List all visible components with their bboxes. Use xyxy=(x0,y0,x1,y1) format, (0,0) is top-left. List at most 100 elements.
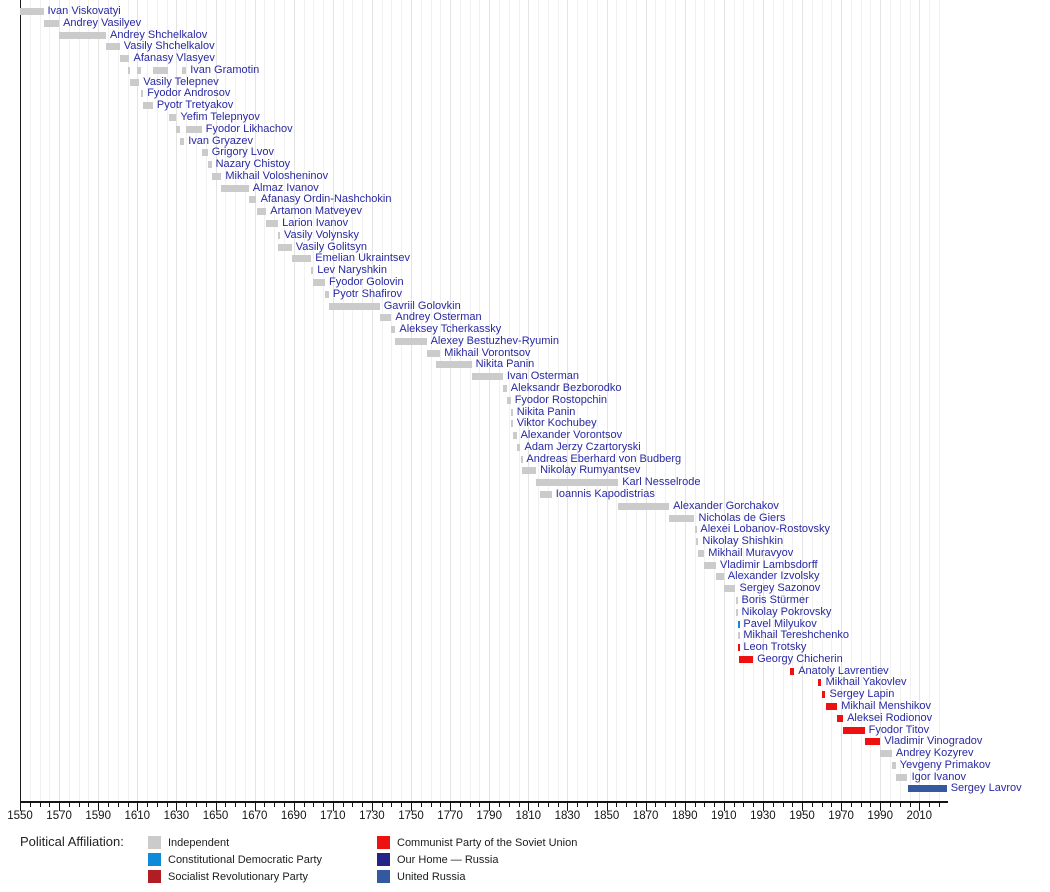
minister-label[interactable]: Fyodor Rostopchin xyxy=(514,394,608,406)
minister-label[interactable]: Andreas Eberhard von Budberg xyxy=(526,453,682,465)
minister-label[interactable]: Boris Stürmer xyxy=(741,594,809,606)
minister-label[interactable]: Leon Trotsky xyxy=(743,641,807,653)
term-bar xyxy=(698,550,705,557)
gridline xyxy=(762,0,764,801)
minister-label[interactable]: Andrey Shchelkalov xyxy=(110,29,208,41)
minister-label[interactable]: Aleksey Tcherkassky xyxy=(399,323,502,335)
axis-tick-label: 1910 xyxy=(711,810,737,822)
minister-label[interactable]: Sergey Sazonov xyxy=(739,582,821,594)
minister-label[interactable]: Lev Naryshkin xyxy=(317,264,387,276)
minister-label[interactable]: Mikhail Vorontsov xyxy=(444,347,531,359)
gridline xyxy=(430,0,432,801)
term-bar xyxy=(520,456,523,463)
minister-label[interactable]: Artamon Matveyev xyxy=(270,205,362,217)
term-bar xyxy=(256,208,267,215)
term-bar xyxy=(737,644,740,651)
minister-label[interactable]: Karl Nesselrode xyxy=(622,476,701,488)
minister-label[interactable]: Sergey Lavrov xyxy=(950,782,1022,794)
minister-label[interactable]: Nikolay Rumyantsev xyxy=(540,464,641,476)
minister-label[interactable]: Vasily Shchelkalov xyxy=(123,40,215,52)
minor-tick xyxy=(420,803,422,807)
minister-label[interactable]: Pavel Milyukov xyxy=(743,618,817,630)
gridline xyxy=(723,0,725,801)
minister-label[interactable]: Vladimir Lambsdorff xyxy=(720,559,818,571)
term-bar xyxy=(328,303,380,310)
minister-label[interactable]: Gavriil Golovkin xyxy=(383,300,461,312)
minister-label[interactable]: Mikhail Muravyov xyxy=(708,547,794,559)
minor-tick xyxy=(635,803,637,807)
gridline xyxy=(469,0,471,801)
minister-label[interactable]: Ivan Viskovatyi xyxy=(47,5,121,17)
legend-label: Constitutional Democratic Party xyxy=(168,854,323,866)
minister-label[interactable]: Alexander Vorontsov xyxy=(520,429,623,441)
minister-label[interactable]: Nikita Panin xyxy=(516,406,576,418)
minister-label[interactable]: Ivan Gramotin xyxy=(190,64,260,76)
minister-label[interactable]: Almaz Ivanov xyxy=(252,182,319,194)
minister-label[interactable]: Andrey Osterman xyxy=(395,311,482,323)
minister-label[interactable]: Pyotr Shafirov xyxy=(332,288,402,300)
minister-label[interactable]: Aleksandr Bezborodko xyxy=(510,382,622,394)
minor-tick xyxy=(68,803,70,807)
term-bar xyxy=(278,232,281,239)
gridline xyxy=(420,0,422,801)
minister-label[interactable]: Vasily Telepnev xyxy=(143,76,219,88)
minister-label[interactable]: Mikhail Yakovlev xyxy=(825,676,907,688)
gridline xyxy=(665,0,667,801)
minister-label[interactable]: Alexey Bestuzhev-Ryumin xyxy=(430,335,559,347)
minister-label[interactable]: Emelian Ukraintsev xyxy=(315,252,411,264)
minister-label[interactable]: Nikolay Shishkin xyxy=(702,535,784,547)
minister-label[interactable]: Andrey Kozyrev xyxy=(895,747,974,759)
minister-label[interactable]: Nikita Panin xyxy=(475,358,535,370)
minor-tick xyxy=(166,803,168,807)
minister-label[interactable]: Andrey Vasilyev xyxy=(63,17,142,29)
minister-label[interactable]: Aleksei Rodionov xyxy=(847,712,933,724)
minister-label[interactable]: Alexander Izvolsky xyxy=(727,570,820,582)
minister-label[interactable]: Yevgeny Primakov xyxy=(899,759,991,771)
minister-label[interactable]: Alexei Lobanov-Rostovsky xyxy=(700,523,831,535)
minor-tick xyxy=(244,803,246,807)
minister-label[interactable]: Fyodor Likhachov xyxy=(205,123,293,135)
gridline xyxy=(567,0,569,801)
gridline xyxy=(850,0,852,801)
gridline xyxy=(391,0,393,801)
minister-label[interactable]: Nikolay Pokrovsky xyxy=(741,606,832,618)
gridline xyxy=(499,0,500,801)
minister-label[interactable]: Mikhail Volosheninov xyxy=(225,170,329,182)
minister-label[interactable]: Vasily Golitsyn xyxy=(295,241,368,253)
minister-label[interactable]: Nicholas de Giers xyxy=(698,512,786,524)
minister-label[interactable]: Vladimir Vinogradov xyxy=(884,735,983,747)
minister-label[interactable]: Afanasy Vlasyev xyxy=(133,52,215,64)
term-bar xyxy=(176,126,181,133)
minister-label[interactable]: Ivan Osterman xyxy=(506,370,580,382)
axis-tick-label: 1990 xyxy=(867,810,893,822)
gridline xyxy=(792,0,794,801)
minister-label[interactable]: Nazary Chistoy xyxy=(215,158,291,170)
minister-label[interactable]: Adam Jerzy Czartoryski xyxy=(524,441,641,453)
minister-label[interactable]: Fyodor Androsov xyxy=(147,87,231,99)
minister-label[interactable]: Ivan Gryazev xyxy=(188,135,253,147)
minister-label[interactable]: Fyodor Golovin xyxy=(329,276,404,288)
minister-label[interactable]: Mikhail Menshikov xyxy=(841,700,932,712)
minister-label[interactable]: Larion Ivanov xyxy=(282,217,349,229)
minister-label[interactable]: Pyotr Tretyakov xyxy=(156,99,234,111)
minister-label[interactable]: Sergey Lapin xyxy=(829,688,895,700)
minister-label[interactable]: Georgy Chicherin xyxy=(757,653,843,665)
minister-label[interactable]: Anatoly Lavrentiev xyxy=(798,665,889,677)
gridline xyxy=(782,0,784,801)
gridline xyxy=(362,0,364,801)
minister-label[interactable]: Igor Ivanov xyxy=(911,771,967,783)
minister-label[interactable]: Alexander Gorchakov xyxy=(673,500,779,512)
minister-label[interactable]: Fyodor Titov xyxy=(868,724,930,736)
minister-label[interactable]: Yefim Telepnyov xyxy=(180,111,260,123)
minister-label[interactable]: Mikhail Tereshchenko xyxy=(743,629,849,641)
minister-label[interactable]: Ioannis Kapodistrias xyxy=(555,488,655,500)
gridline xyxy=(635,0,637,801)
minister-label[interactable]: Vasily Volynsky xyxy=(284,229,359,241)
minor-tick xyxy=(616,803,618,807)
minister-label[interactable]: Afanasy Ordin-Nashchokin xyxy=(260,193,392,205)
minister-label[interactable]: Viktor Kochubey xyxy=(516,417,597,429)
minor-tick xyxy=(626,803,628,807)
gridline xyxy=(342,0,344,801)
minister-label[interactable]: Grigory Lvov xyxy=(211,146,275,158)
